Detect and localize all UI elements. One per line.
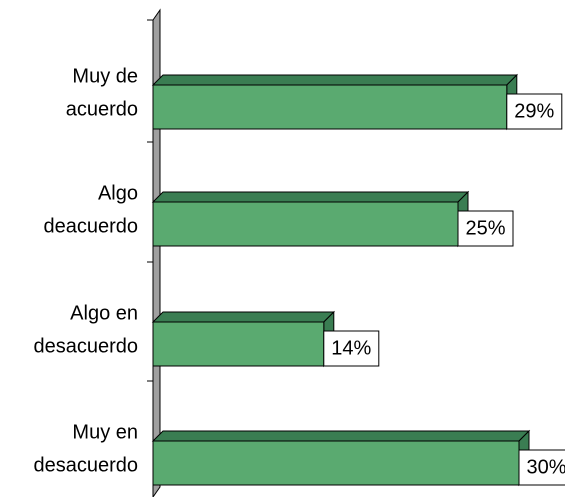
bar <box>152 201 459 247</box>
bar-top <box>151 311 336 323</box>
value-label-box <box>518 449 565 486</box>
category-label: deacuerdo <box>43 215 138 237</box>
bar-top <box>151 74 519 86</box>
category-label: desacuerdo <box>33 335 138 357</box>
category-label: Algo en <box>70 302 138 324</box>
value-label-box <box>323 330 380 367</box>
category-label: Muy en <box>72 421 138 443</box>
category-label: Muy de <box>72 65 138 87</box>
value-label: 30% <box>526 456 565 478</box>
value-label: 25% <box>465 217 505 239</box>
bar <box>152 84 508 130</box>
bar <box>152 440 520 486</box>
bar-top <box>151 191 470 203</box>
bar <box>152 321 325 367</box>
category-label: acuerdo <box>66 98 138 120</box>
value-label-box <box>457 210 514 247</box>
value-label: 14% <box>331 337 371 359</box>
category-label: Algo <box>98 182 138 204</box>
category-label: desacuerdo <box>33 454 138 476</box>
value-label-box <box>506 93 563 130</box>
bar-top <box>151 430 531 442</box>
value-label: 29% <box>514 100 554 122</box>
